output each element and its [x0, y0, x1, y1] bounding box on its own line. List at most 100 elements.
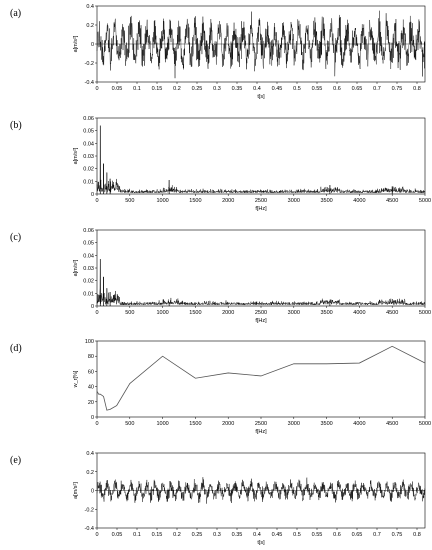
x-tick-label: 4500 [386, 421, 398, 427]
y-tick-label: 0.01 [83, 179, 94, 185]
x-tick-label: 0.25 [192, 532, 203, 538]
x-tick-label: 3500 [320, 198, 332, 204]
y-tick-label: 20 [88, 400, 94, 406]
panel-label: (c) [10, 232, 21, 243]
x-tick-label: 1500 [189, 310, 201, 316]
x-tick-label: 0.65 [352, 86, 363, 92]
x-tick-label: 0.75 [392, 86, 403, 92]
y-axis-label: a[m/s²] [73, 35, 79, 52]
x-tick-label: 0.15 [152, 532, 163, 538]
x-tick-label: 4500 [386, 198, 398, 204]
y-axis-label: w_r[%] [73, 370, 79, 388]
y-tick-label: 0.06 [83, 116, 94, 122]
x-tick-label: 2000 [222, 310, 234, 316]
x-tick-label: 0.75 [392, 532, 403, 538]
y-tick-label: 0.04 [83, 141, 94, 147]
y-tick-label: 0.4 [86, 4, 94, 10]
x-tick-label: 0.55 [312, 532, 323, 538]
series-line [96, 125, 426, 194]
x-tick-label: 4500 [386, 310, 398, 316]
x-axis-label: f[Hz] [255, 318, 267, 324]
plot-frame [96, 117, 426, 195]
x-tick-label: 0.1 [133, 532, 141, 538]
x-tick-label: 0.05 [112, 532, 123, 538]
x-tick-label: 0.1 [133, 86, 141, 92]
x-tick-label: 0 [95, 198, 98, 204]
x-tick-label: 0.7 [373, 86, 381, 92]
x-tick-label: 0.55 [312, 86, 323, 92]
x-tick-label: 0 [95, 86, 98, 92]
x-tick-label: 5000 [419, 198, 431, 204]
y-tick-label: 0.05 [83, 129, 94, 135]
x-tick-label: 2500 [255, 421, 267, 427]
x-tick-label: 4000 [353, 310, 365, 316]
x-tick-label: 0.8 [413, 532, 421, 538]
series-line [96, 477, 426, 504]
x-axis-label: t[s] [257, 540, 265, 546]
x-tick-label: 2500 [255, 198, 267, 204]
x-tick-label: 0.5 [293, 86, 301, 92]
x-tick-label: 0 [95, 421, 98, 427]
x-tick-label: 0.15 [152, 86, 163, 92]
x-tick-label: 0.65 [352, 532, 363, 538]
x-tick-label: 4000 [353, 421, 365, 427]
x-tick-label: 1500 [189, 198, 201, 204]
x-tick-label: 3500 [320, 310, 332, 316]
y-tick-label: 0.03 [83, 266, 94, 272]
x-tick-label: 3000 [288, 310, 300, 316]
x-tick-label: 0.45 [272, 532, 283, 538]
x-tick-label: 0.25 [192, 86, 203, 92]
panel-label: (d) [10, 343, 22, 354]
plot-frame [96, 340, 426, 418]
x-tick-label: 2000 [222, 198, 234, 204]
y-tick-label: 80 [88, 354, 94, 360]
y-tick-label: 100 [85, 339, 94, 345]
y-axis-label: a[m/s²] [73, 259, 79, 276]
x-tick-label: 0.7 [373, 532, 381, 538]
y-tick-label: -0.4 [85, 526, 94, 532]
x-tick-label: 0.5 [293, 532, 301, 538]
x-tick-label: 0.3 [213, 86, 221, 92]
x-tick-label: 0.4 [253, 86, 261, 92]
y-tick-label: 0.02 [83, 167, 94, 173]
x-tick-label: 0 [95, 310, 98, 316]
y-axis-label: a[m/s²] [73, 482, 79, 499]
y-tick-label: 0.01 [83, 291, 94, 297]
x-tick-label: 4000 [353, 198, 365, 204]
x-tick-label: 3000 [288, 198, 300, 204]
x-tick-label: 0.6 [333, 532, 341, 538]
x-tick-label: 0.45 [272, 86, 283, 92]
x-tick-label: 500 [125, 421, 134, 427]
series-line [96, 345, 426, 411]
x-tick-label: 3500 [320, 421, 332, 427]
x-tick-label: 0.35 [232, 532, 243, 538]
panel-label: (a) [10, 8, 21, 19]
y-axis-label: a[m/s²] [73, 147, 79, 164]
x-tick-label: 0.05 [112, 86, 123, 92]
y-tick-label: 0 [91, 304, 94, 310]
x-axis-label: f[Hz] [255, 429, 267, 435]
y-tick-label: 0 [91, 415, 94, 421]
x-tick-label: 5000 [419, 421, 431, 427]
x-tick-label: 5000 [419, 310, 431, 316]
y-tick-label: -0.4 [85, 80, 94, 86]
y-tick-label: 0.2 [86, 470, 94, 476]
x-tick-label: 500 [125, 198, 134, 204]
x-tick-label: 0.6 [333, 86, 341, 92]
x-tick-label: 0.3 [213, 532, 221, 538]
y-tick-label: 0.2 [86, 23, 94, 29]
y-tick-label: 0.4 [86, 451, 94, 457]
x-tick-label: 0.2 [173, 86, 181, 92]
x-axis-label: t[s] [257, 94, 265, 100]
x-tick-label: 2000 [222, 421, 234, 427]
x-tick-label: 1000 [156, 198, 168, 204]
series-line [96, 259, 426, 306]
x-axis-label: f[Hz] [255, 206, 267, 212]
y-tick-label: 0.03 [83, 154, 94, 160]
x-tick-label: 500 [125, 310, 134, 316]
x-tick-label: 0.8 [413, 86, 421, 92]
y-tick-label: 0.06 [83, 228, 94, 234]
x-tick-label: 0.2 [173, 532, 181, 538]
y-tick-label: 0 [91, 489, 94, 495]
